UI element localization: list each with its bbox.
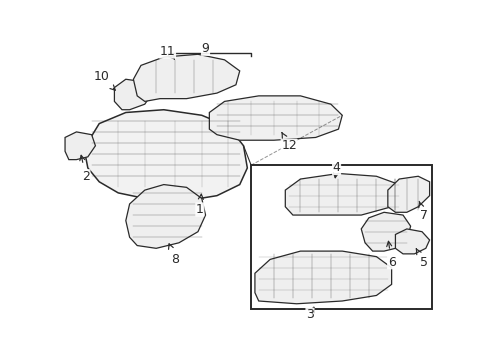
Text: 1: 1 [196, 194, 204, 216]
Polygon shape [126, 185, 206, 248]
Text: 4: 4 [333, 161, 341, 178]
Polygon shape [209, 96, 342, 140]
Polygon shape [133, 54, 240, 102]
Text: 2: 2 [80, 155, 90, 183]
Text: 6: 6 [387, 241, 395, 269]
Text: 11: 11 [160, 45, 175, 59]
Text: 5: 5 [416, 249, 428, 269]
Text: 9: 9 [201, 42, 210, 55]
Polygon shape [361, 212, 411, 251]
Polygon shape [255, 251, 392, 304]
Text: 10: 10 [93, 70, 115, 90]
Polygon shape [395, 229, 430, 254]
Polygon shape [65, 132, 96, 159]
Polygon shape [388, 176, 430, 212]
Text: 7: 7 [419, 201, 428, 221]
Polygon shape [115, 79, 152, 110]
Text: 12: 12 [281, 132, 297, 152]
Text: 3: 3 [306, 307, 314, 321]
Text: 8: 8 [169, 244, 179, 266]
Polygon shape [285, 174, 403, 215]
Bar [251, 165, 432, 309]
Polygon shape [84, 110, 247, 201]
